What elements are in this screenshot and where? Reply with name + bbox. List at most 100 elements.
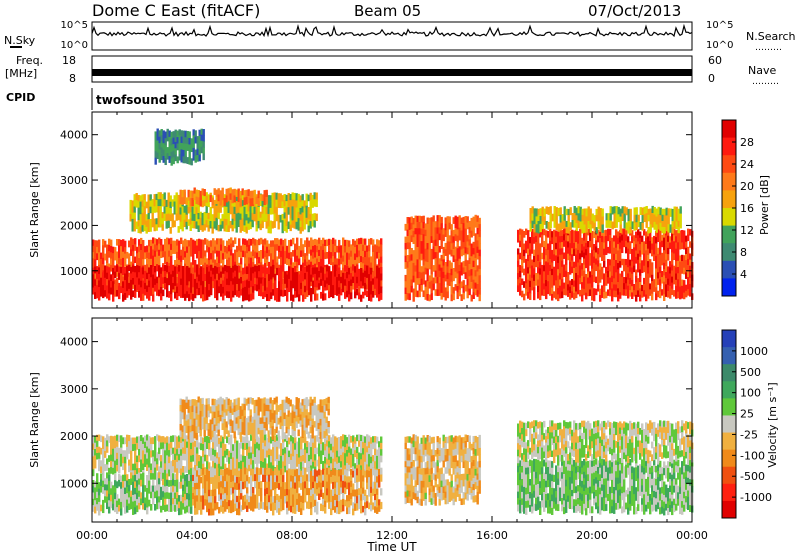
heatmap-cell	[164, 486, 167, 493]
heatmap-cell	[193, 206, 196, 215]
heatmap-cell	[194, 501, 197, 509]
heatmap-cell	[133, 218, 136, 226]
heatmap-cell	[166, 147, 169, 154]
heatmap-cell	[146, 458, 149, 466]
heatmap-cell	[334, 245, 337, 253]
heatmap-cell	[98, 273, 101, 281]
heatmap-cell	[148, 274, 151, 281]
heatmap-cell	[172, 460, 175, 467]
heatmap-cell	[577, 213, 580, 221]
heatmap-cell	[188, 287, 191, 295]
heatmap-cell	[306, 278, 309, 285]
heatmap-cell	[172, 504, 175, 511]
heatmap-cell	[358, 238, 361, 245]
heatmap-cell	[671, 270, 674, 277]
heatmap-cell	[247, 217, 250, 224]
heatmap-cell	[675, 286, 678, 293]
heatmap-cell	[643, 214, 646, 223]
heatmap-cell	[432, 234, 435, 241]
heatmap-cell	[106, 484, 109, 491]
heatmap-cell	[476, 290, 479, 297]
heatmap-cell	[318, 443, 321, 451]
heatmap-cell	[292, 237, 295, 245]
heatmap-cell	[247, 205, 250, 212]
colorbar-tick-label: 8	[740, 246, 747, 259]
heatmap-cell	[294, 291, 297, 298]
heatmap-cell	[156, 152, 159, 160]
freq-label: Freq.	[16, 54, 43, 67]
heatmap-cell	[571, 279, 574, 286]
heatmap-cell	[529, 255, 532, 263]
heatmap-cell	[217, 212, 220, 220]
heatmap-cell	[259, 217, 262, 225]
heatmap-cell	[267, 195, 270, 202]
heatmap-cell	[589, 271, 592, 278]
heatmap-cell	[128, 259, 131, 267]
heatmap-cell	[350, 273, 353, 280]
heatmap-cell	[561, 214, 564, 222]
heatmap-cell	[358, 279, 361, 287]
heatmap-cell	[308, 461, 311, 468]
heatmap-cell	[239, 198, 242, 207]
heatmap-cell	[336, 258, 339, 266]
heatmap-cell	[196, 264, 199, 272]
heatmap-cell	[106, 285, 109, 293]
heatmap-cell	[635, 214, 638, 223]
heatmap-cell	[154, 491, 157, 499]
heatmap-cell	[92, 258, 95, 266]
heatmap-cell	[102, 487, 105, 494]
heatmap-cell	[440, 242, 443, 250]
heatmap-cell	[198, 257, 201, 264]
heatmap-cell	[653, 242, 656, 249]
heatmap-cell	[364, 238, 367, 246]
heatmap-cell	[430, 217, 433, 224]
heatmap-cell	[649, 216, 652, 225]
heatmap-cell	[533, 216, 536, 225]
heatmap-cell	[120, 258, 123, 266]
heatmap-cell	[360, 447, 363, 454]
heatmap-cell	[156, 251, 159, 259]
heatmap-cell	[474, 288, 477, 296]
heatmap-cell	[158, 130, 161, 138]
heatmap-cell	[527, 254, 530, 262]
heatmap-cell	[629, 226, 632, 234]
heatmap-cell	[376, 455, 379, 463]
heatmap-cell	[284, 238, 287, 246]
heatmap-cell	[545, 280, 548, 287]
heatmap-cell	[137, 207, 140, 215]
heatmap-cell	[685, 284, 688, 292]
heatmap-cell	[198, 244, 201, 252]
heatmap-cell	[131, 200, 134, 207]
heatmap-cell	[364, 455, 367, 463]
heatmap-cell	[360, 262, 363, 269]
heatmap-cell	[264, 290, 267, 298]
heatmap-cell	[621, 240, 624, 248]
heatmap-cell	[299, 195, 302, 203]
heatmap-cell	[248, 294, 251, 302]
heatmap-cell	[261, 213, 264, 222]
heatmap-cell	[122, 264, 125, 271]
heatmap-cell	[181, 190, 184, 198]
heatmap-cell	[246, 246, 249, 254]
heatmap-cell	[136, 492, 139, 500]
heatmap-cell	[198, 129, 201, 137]
heatmap-cell	[143, 200, 146, 207]
heatmap-cell	[374, 442, 377, 450]
heatmap-cell	[98, 246, 101, 253]
heatmap-cell	[150, 265, 153, 272]
heatmap-cell	[156, 239, 159, 246]
heatmap-cell	[448, 247, 451, 255]
heatmap-cell	[269, 195, 272, 202]
heatmap-cell	[252, 441, 255, 449]
heatmap-cell	[440, 229, 443, 237]
heatmap-cell	[220, 271, 223, 279]
heatmap-cell	[161, 212, 164, 219]
heatmap-cell	[677, 285, 680, 293]
heatmap-cell	[559, 236, 562, 243]
heatmap-cell	[144, 441, 147, 449]
heatmap-cell	[152, 287, 155, 295]
heatmap-cell	[290, 466, 293, 473]
heatmap-cell	[350, 454, 353, 462]
heatmap-cell	[170, 262, 173, 269]
heatmap-cell	[659, 266, 662, 274]
